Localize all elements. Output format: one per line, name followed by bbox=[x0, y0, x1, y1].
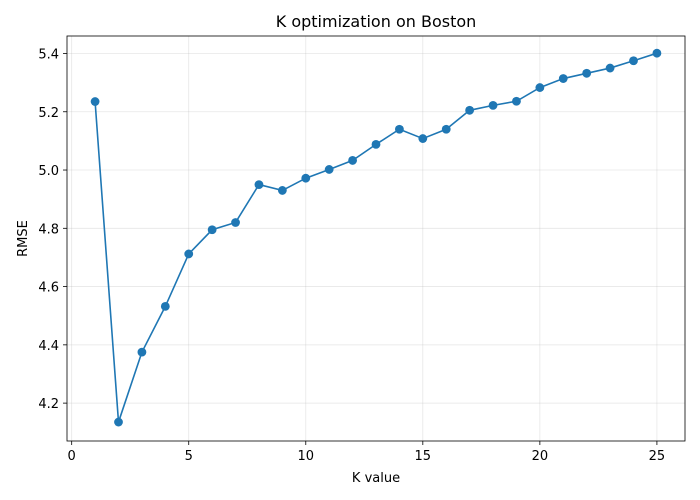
x-axis-label: K value bbox=[352, 471, 400, 486]
data-point bbox=[231, 218, 240, 227]
x-tick-label: 20 bbox=[532, 449, 549, 464]
y-tick-label: 4.4 bbox=[38, 339, 59, 354]
data-point bbox=[558, 74, 568, 83]
data-point bbox=[207, 225, 217, 235]
data-point bbox=[465, 105, 475, 115]
data-series bbox=[90, 48, 662, 427]
data-point bbox=[535, 83, 545, 92]
y-tick-label: 4.6 bbox=[38, 281, 59, 296]
x-tick-label: 15 bbox=[415, 449, 432, 464]
plot-frame bbox=[66, 35, 686, 442]
data-point bbox=[301, 173, 311, 183]
x-tick-label: 10 bbox=[297, 449, 314, 464]
data-point bbox=[324, 165, 334, 174]
data-point bbox=[254, 180, 264, 189]
data-point bbox=[137, 347, 147, 357]
grid bbox=[67, 36, 685, 441]
data-point bbox=[395, 124, 404, 134]
data-point bbox=[488, 100, 498, 110]
x-tick-label: 0 bbox=[68, 449, 76, 464]
data-point bbox=[605, 63, 615, 73]
data-point bbox=[652, 48, 662, 58]
data-point bbox=[371, 139, 381, 149]
data-point bbox=[629, 56, 638, 66]
data-point bbox=[90, 97, 100, 106]
y-tick-label: 4.2 bbox=[38, 397, 59, 412]
y-tick-label: 5.4 bbox=[38, 47, 59, 62]
y-axis-label: RMSE bbox=[16, 220, 31, 257]
x-tick-label: 5 bbox=[185, 449, 193, 464]
y-tick-label: 5.0 bbox=[38, 164, 59, 179]
data-point bbox=[582, 68, 592, 78]
data-point bbox=[184, 249, 194, 259]
data-point bbox=[160, 301, 170, 311]
data-point bbox=[512, 96, 521, 106]
x-tick-label: 25 bbox=[649, 449, 666, 464]
axis-ticks: 0 5 10 15 20 25 4.2 4.4 4.6 4.8 5.0 5.2 5.4 bbox=[38, 47, 665, 464]
y-tick-label: 5.2 bbox=[38, 106, 59, 121]
data-point bbox=[418, 134, 428, 143]
data-point bbox=[114, 417, 123, 427]
chart-title: K optimization on Boston bbox=[276, 12, 477, 31]
y-tick-label: 4.8 bbox=[38, 222, 59, 237]
data-point bbox=[441, 124, 451, 134]
data-point bbox=[348, 156, 357, 165]
data-point bbox=[277, 186, 287, 195]
